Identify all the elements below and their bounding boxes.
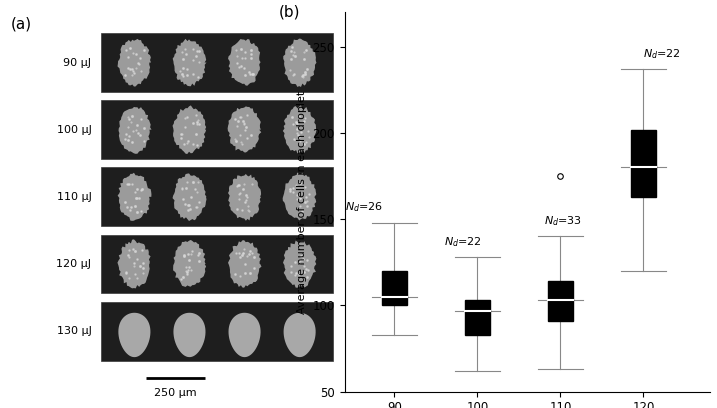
Bar xyxy=(101,302,333,361)
Text: 250 μm: 250 μm xyxy=(154,388,197,398)
Polygon shape xyxy=(229,313,260,357)
Bar xyxy=(465,300,490,335)
Text: 100 μJ: 100 μJ xyxy=(57,125,92,135)
Polygon shape xyxy=(282,105,316,153)
Polygon shape xyxy=(118,239,151,288)
Polygon shape xyxy=(228,174,261,221)
Text: $N_d$=22: $N_d$=22 xyxy=(445,235,482,248)
Text: 120 μJ: 120 μJ xyxy=(57,259,92,269)
Bar xyxy=(101,235,333,293)
Polygon shape xyxy=(173,105,206,154)
Bar xyxy=(631,129,656,197)
Polygon shape xyxy=(118,39,151,86)
Polygon shape xyxy=(173,39,206,86)
Polygon shape xyxy=(283,241,316,288)
Y-axis label: Average number of cells in each droplet: Average number of cells in each droplet xyxy=(297,90,307,314)
Polygon shape xyxy=(228,39,261,86)
Polygon shape xyxy=(118,173,151,221)
Bar xyxy=(382,271,407,306)
Text: (b): (b) xyxy=(279,4,300,20)
Polygon shape xyxy=(227,106,261,153)
Polygon shape xyxy=(283,39,317,87)
Polygon shape xyxy=(173,240,206,287)
Bar xyxy=(101,33,333,92)
Bar xyxy=(548,281,573,321)
Polygon shape xyxy=(284,313,315,357)
Polygon shape xyxy=(173,173,206,221)
Polygon shape xyxy=(282,173,316,220)
Polygon shape xyxy=(118,313,151,357)
Text: $N_d$=33: $N_d$=33 xyxy=(543,214,582,228)
Polygon shape xyxy=(118,107,151,154)
Text: 130 μJ: 130 μJ xyxy=(57,326,92,336)
Text: 110 μJ: 110 μJ xyxy=(57,192,92,202)
Text: $N_d$=26: $N_d$=26 xyxy=(345,200,383,214)
Text: (a): (a) xyxy=(11,16,32,31)
Text: 90 μJ: 90 μJ xyxy=(63,58,92,67)
Bar xyxy=(101,167,333,226)
Polygon shape xyxy=(228,240,262,288)
Text: $N_d$=22: $N_d$=22 xyxy=(643,47,681,60)
Bar xyxy=(101,100,333,159)
Polygon shape xyxy=(174,313,206,357)
